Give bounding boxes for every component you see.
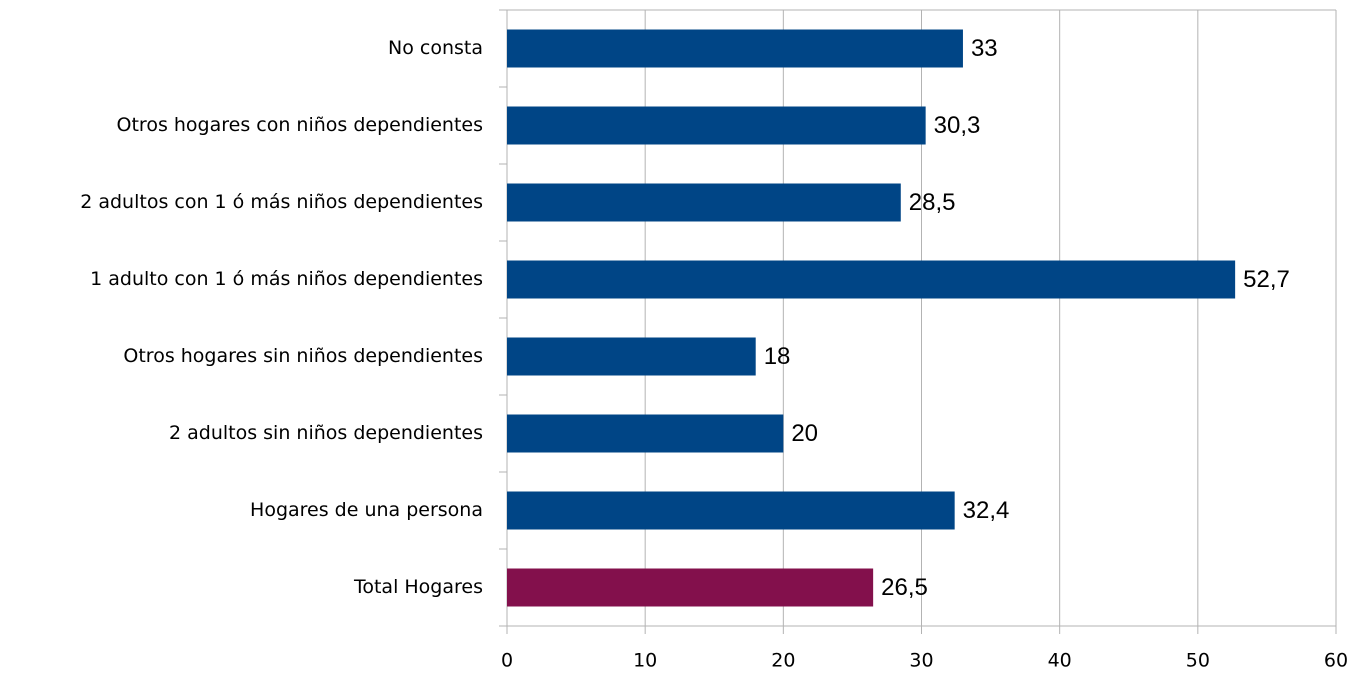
bar: [507, 106, 926, 145]
bar: [507, 337, 756, 376]
y-tick-label: Otros hogares sin niños dependientes: [123, 345, 483, 367]
y-tick-label: Otros hogares con niños dependientes: [117, 114, 483, 136]
bar: [507, 29, 963, 68]
value-label: 32,4: [963, 497, 1010, 524]
value-label: 18: [764, 343, 791, 370]
x-tick-label: 0: [501, 650, 513, 672]
value-label: 30,3: [934, 112, 981, 139]
x-tick-label: 60: [1324, 650, 1348, 672]
bar: [507, 260, 1236, 299]
x-tick-label: 40: [1048, 650, 1072, 672]
x-tick-label: 50: [1186, 650, 1210, 672]
y-tick-label: 2 adultos con 1 ó más niños dependientes: [80, 191, 483, 213]
value-label: 26,5: [881, 574, 928, 601]
x-tick-label: 10: [633, 650, 657, 672]
y-tick-label: Hogares de una persona: [250, 499, 483, 521]
value-label: 52,7: [1243, 266, 1290, 293]
bar: [507, 414, 784, 453]
x-tick-label: 30: [909, 650, 933, 672]
x-tick-label: 20: [771, 650, 795, 672]
value-label: 20: [791, 420, 818, 447]
y-tick-label: 1 adulto con 1 ó más niños dependientes: [90, 268, 483, 290]
value-label: 33: [971, 35, 998, 62]
y-tick-label: Total Hogares: [353, 576, 483, 598]
bar: [507, 568, 874, 607]
y-tick-label: No consta: [388, 37, 483, 59]
bar: [507, 491, 955, 530]
bar: [507, 183, 901, 222]
y-tick-label: 2 adultos sin niños dependientes: [169, 422, 483, 444]
value-label: 28,5: [909, 189, 956, 216]
